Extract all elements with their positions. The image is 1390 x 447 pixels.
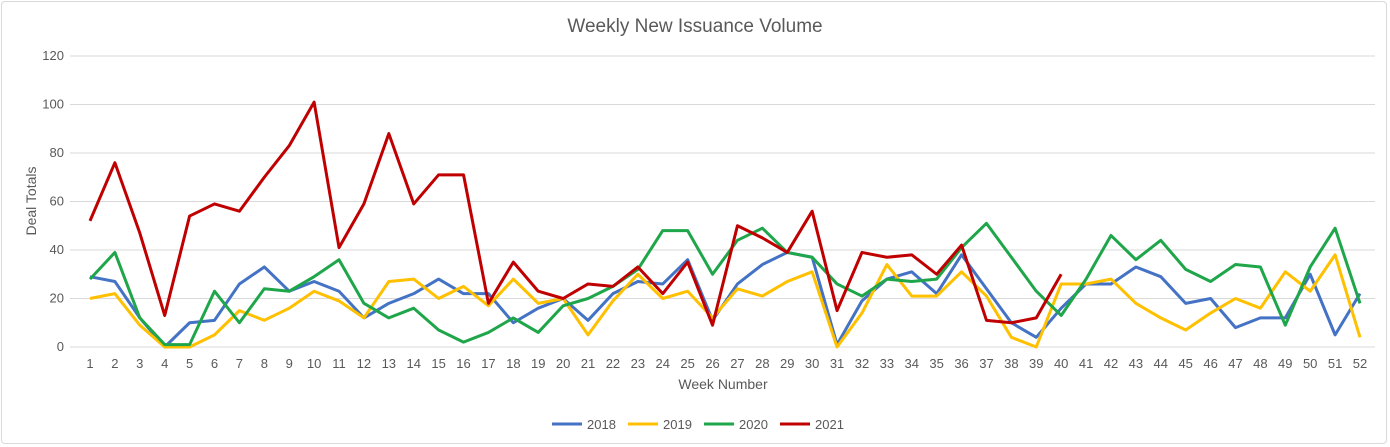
series-line-2018 [89, 250, 1362, 349]
y-tick-label: 120 [42, 48, 64, 63]
x-tick-label: 52 [1353, 356, 1367, 371]
x-tick-label: 25 [680, 356, 694, 371]
x-tick-label: 49 [1278, 356, 1292, 371]
y-tick-label: 40 [50, 242, 64, 257]
x-tick-label: 44 [1154, 356, 1168, 371]
x-tick-label: 41 [1079, 356, 1093, 371]
x-tick-label: 26 [705, 356, 719, 371]
x-tick-label: 42 [1104, 356, 1118, 371]
x-tick-label: 27 [730, 356, 744, 371]
x-tick-label: 45 [1178, 356, 1192, 371]
x-tick-label: 37 [979, 356, 993, 371]
x-tick-label: 13 [382, 356, 396, 371]
x-tick-label: 2 [111, 356, 118, 371]
x-tick-label: 24 [656, 356, 670, 371]
y-tick-labels: 0 20 40 60 80 100 120 [42, 48, 64, 354]
x-tick-label: 33 [880, 356, 894, 371]
x-tick-label: 46 [1203, 356, 1217, 371]
series-line-2019 [89, 253, 1362, 349]
y-tick-label: 20 [50, 291, 64, 306]
legend-label-2020: 2020 [739, 417, 768, 432]
x-tick-label: 50 [1303, 356, 1317, 371]
x-tick-label: 38 [1004, 356, 1018, 371]
y-tick-label: 0 [57, 339, 64, 354]
x-axis-title: Week Number [678, 376, 768, 392]
x-tick-label: 39 [1029, 356, 1043, 371]
x-tick-label: 3 [136, 356, 143, 371]
x-tick-label: 22 [606, 356, 620, 371]
x-tick-label: 1 [86, 356, 93, 371]
y-tick-label: 80 [50, 145, 64, 160]
legend-label-2019: 2019 [663, 417, 692, 432]
series-lines [88, 100, 1362, 349]
y-tick-label: 60 [50, 194, 64, 209]
x-tick-label: 6 [211, 356, 218, 371]
x-tick-label: 30 [805, 356, 819, 371]
x-tick-label: 35 [929, 356, 943, 371]
x-tick-label: 47 [1228, 356, 1242, 371]
legend: 2018 2019 2020 2021 [552, 417, 844, 432]
x-tick-label: 11 [332, 356, 346, 371]
x-tick-label: 17 [481, 356, 495, 371]
x-tick-label: 10 [307, 356, 321, 371]
x-tick-label: 20 [556, 356, 570, 371]
y-tick-label: 100 [42, 97, 64, 112]
x-tick-label: 8 [261, 356, 268, 371]
x-tick-label: 15 [431, 356, 445, 371]
x-tick-label: 9 [286, 356, 293, 371]
x-tick-label: 51 [1328, 356, 1342, 371]
x-tick-label: 48 [1253, 356, 1267, 371]
series-line-2020 [88, 221, 1362, 347]
x-tick-label: 16 [456, 356, 470, 371]
x-tick-label: 40 [1054, 356, 1068, 371]
x-tick-labels: 1 2 3 4 5 6 7 8 9 10 11 12 13 14 15 16 17 18 19 20 21 22 23 24 2… [86, 356, 1367, 371]
chart-title: Weekly New Issuance Volume [567, 16, 822, 37]
x-tick-label: 23 [631, 356, 645, 371]
x-tick-label: 19 [531, 356, 545, 371]
x-tick-label: 43 [1129, 356, 1143, 371]
legend-label-2021: 2021 [815, 417, 844, 432]
x-tick-label: 14 [406, 356, 420, 371]
x-tick-label: 32 [855, 356, 869, 371]
x-tick-label: 34 [905, 356, 919, 371]
x-tick-label: 7 [236, 356, 243, 371]
gridlines [70, 55, 1375, 348]
y-axis-title: Deal Totals [23, 166, 39, 235]
x-tick-label: 29 [780, 356, 794, 371]
x-tick-label: 4 [161, 356, 168, 371]
x-tick-label: 18 [506, 356, 520, 371]
x-tick-label: 5 [186, 356, 193, 371]
x-tick-label: 28 [755, 356, 769, 371]
legend-label-2018: 2018 [587, 417, 616, 432]
x-tick-label: 31 [830, 356, 844, 371]
x-tick-label: 21 [581, 356, 595, 371]
x-tick-label: 36 [954, 356, 968, 371]
series-line-2021 [88, 100, 1063, 327]
x-tick-label: 12 [357, 356, 371, 371]
